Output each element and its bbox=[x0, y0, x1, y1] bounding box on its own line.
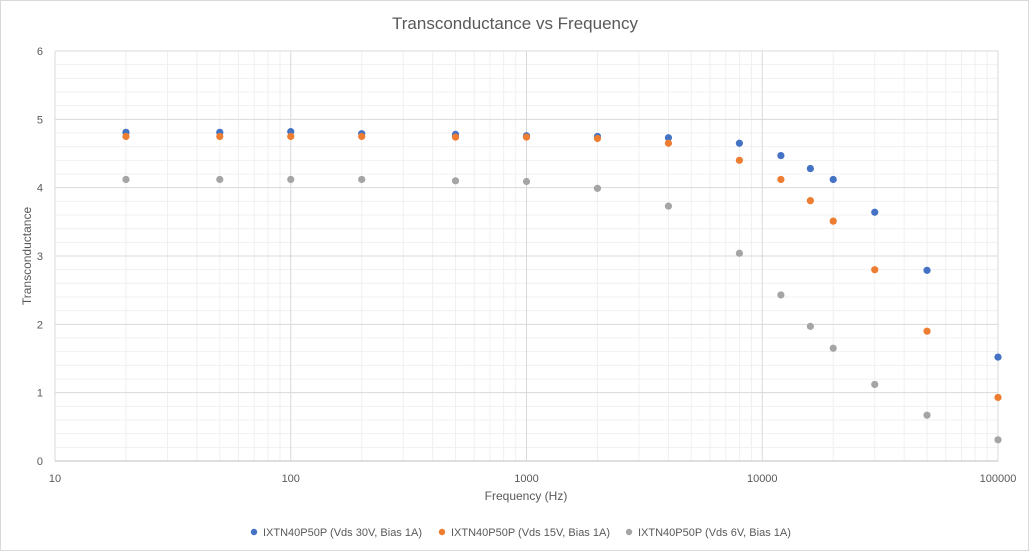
data-point bbox=[664, 134, 673, 142]
data-point bbox=[777, 151, 785, 160]
y-tick-label: 4 bbox=[37, 183, 43, 195]
data-point bbox=[735, 156, 744, 164]
data-point bbox=[923, 266, 931, 274]
chart-title: Transconductance vs Frequency bbox=[392, 14, 638, 33]
data-point bbox=[664, 139, 673, 147]
legend: IXTN40P50P (Vds 30V, Bias 1A) IXTN40P50P … bbox=[250, 527, 791, 539]
y-tick-label: 5 bbox=[37, 114, 43, 126]
data-point bbox=[829, 175, 837, 184]
legend-marker bbox=[625, 528, 633, 536]
data-point bbox=[923, 327, 931, 335]
legend-label: IXTN40P50P (Vds 6V, Bias 1A) bbox=[638, 527, 791, 539]
y-tick-label: 1 bbox=[37, 388, 43, 400]
data-point bbox=[777, 291, 785, 299]
data-point bbox=[522, 133, 531, 141]
data-point bbox=[358, 132, 366, 141]
y-tick-label: 3 bbox=[37, 251, 43, 263]
y-tick-label: 0 bbox=[37, 456, 43, 468]
data-point bbox=[735, 139, 744, 147]
data-point bbox=[287, 175, 295, 184]
data-point bbox=[777, 175, 785, 184]
data-point bbox=[923, 411, 931, 419]
data-point bbox=[994, 436, 1002, 444]
x-tick-label: 1000 bbox=[514, 473, 538, 485]
y-tick-label: 2 bbox=[37, 319, 43, 331]
data-point bbox=[806, 322, 814, 330]
data-point bbox=[451, 133, 460, 141]
data-point bbox=[664, 202, 673, 210]
y-axis-title: Transconductance bbox=[20, 207, 34, 306]
data-point bbox=[216, 175, 224, 184]
x-tick-label: 10 bbox=[49, 473, 61, 485]
x-tick-label: 10000 bbox=[747, 473, 778, 485]
data-point bbox=[522, 177, 531, 186]
data-point bbox=[593, 184, 602, 192]
data-point bbox=[829, 217, 837, 225]
data-point bbox=[871, 208, 879, 216]
data-point bbox=[451, 177, 460, 185]
data-point bbox=[358, 175, 366, 184]
x-tick-label: 100 bbox=[282, 473, 300, 485]
data-point bbox=[806, 164, 814, 173]
data-point bbox=[735, 249, 744, 257]
data-point bbox=[122, 132, 130, 141]
data-point bbox=[994, 393, 1002, 402]
major-gridlines bbox=[54, 50, 999, 462]
data-point bbox=[287, 132, 295, 141]
data-point bbox=[829, 344, 837, 352]
data-point bbox=[593, 134, 602, 143]
y-axis-ticks: 0 1 2 3 4 5 6 bbox=[37, 46, 43, 468]
data-point bbox=[871, 380, 879, 389]
x-tick-label: 100000 bbox=[980, 473, 1017, 485]
legend-label: IXTN40P50P (Vds 15V, Bias 1A) bbox=[451, 527, 610, 539]
legend-marker bbox=[438, 528, 446, 536]
y-tick-label: 6 bbox=[37, 46, 43, 58]
data-point bbox=[122, 175, 130, 184]
data-point bbox=[216, 132, 224, 141]
x-axis-ticks: 10 100 1000 10000 100000 bbox=[49, 473, 1016, 485]
data-point bbox=[871, 266, 879, 274]
data-point bbox=[994, 353, 1002, 361]
data-points bbox=[122, 128, 1002, 444]
legend-label: IXTN40P50P (Vds 30V, Bias 1A) bbox=[263, 527, 422, 539]
data-point bbox=[806, 197, 814, 205]
legend-marker bbox=[250, 528, 258, 536]
x-axis-title: Frequency (Hz) bbox=[485, 489, 568, 503]
